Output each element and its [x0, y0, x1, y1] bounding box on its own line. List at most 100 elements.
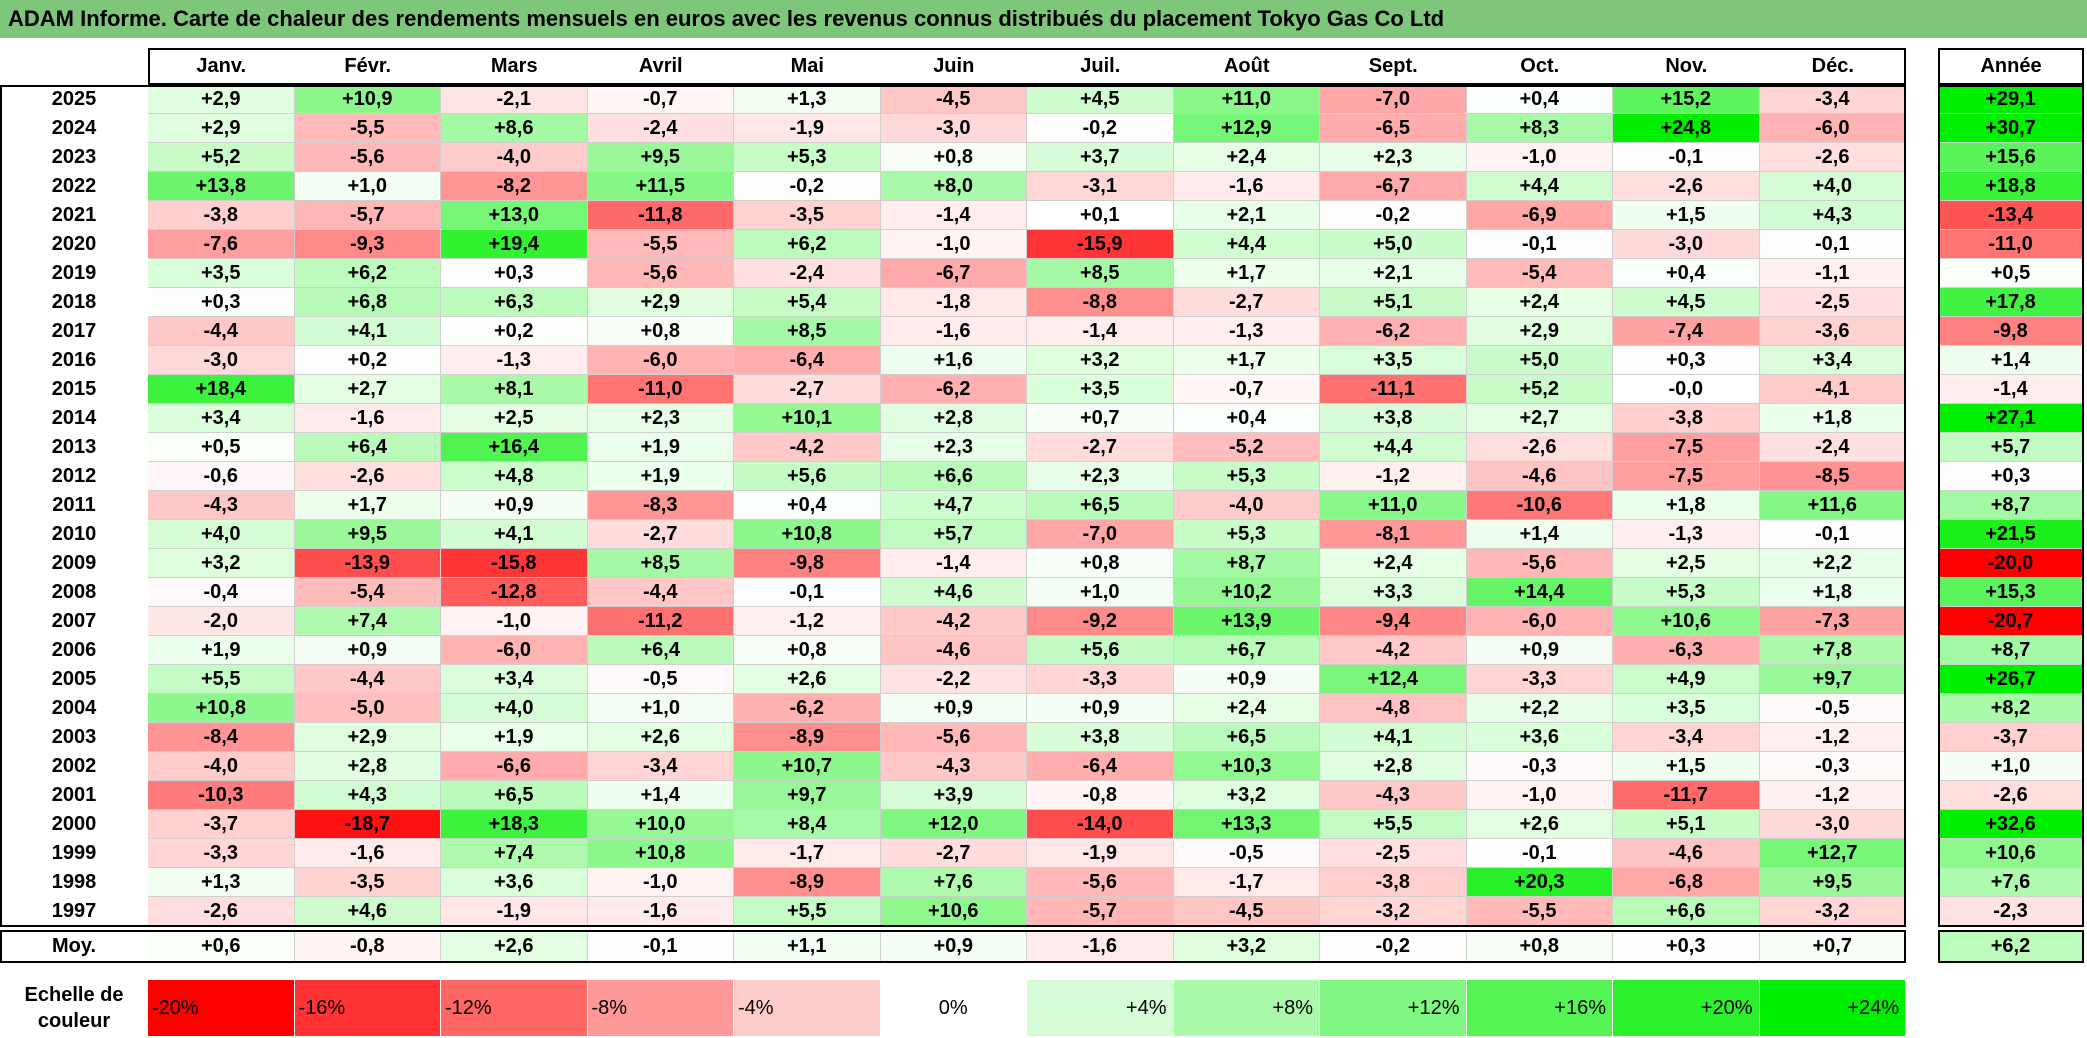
heatmap-cell: +9,7 — [734, 781, 881, 810]
heatmap-cell: -14,0 — [1027, 810, 1174, 839]
heatmap-cell: -8,4 — [148, 723, 295, 752]
heatmap-cell: +5,3 — [734, 143, 881, 172]
heatmap-cell: +2,4 — [1320, 549, 1467, 578]
heatmap-cell: +5,0 — [1466, 346, 1613, 375]
heatmap-cell: +2,8 — [880, 404, 1027, 433]
heatmap-cell: +0,3 — [441, 259, 588, 288]
heatmap-cell: +1,4 — [1466, 520, 1613, 549]
row-year-label: 2015 — [51, 378, 97, 400]
heatmap-cell: -6,4 — [1027, 752, 1174, 781]
average-cell: +0,3 — [1613, 930, 1760, 963]
heatmap-cell: -0,1 — [1759, 230, 1906, 259]
annual-return-cell: +10,6 — [1938, 839, 2084, 868]
heatmap-cell: +8,7 — [1173, 549, 1320, 578]
heatmap-cell: -3,1 — [1027, 172, 1174, 201]
heatmap-cell: -1,0 — [1466, 781, 1613, 810]
heatmap-cell: -7,0 — [1320, 85, 1467, 114]
heatmap-cell: +3,6 — [1466, 723, 1613, 752]
heatmap-cell: -2,4 — [734, 259, 881, 288]
heatmap-cell: +2,9 — [148, 85, 295, 114]
average-annual-cell: +6,2 — [1938, 930, 2084, 963]
heatmap-cell: +2,9 — [1466, 317, 1613, 346]
row-year-label: 2022 — [51, 175, 97, 197]
annual-return-cell: -1,4 — [1938, 375, 2084, 404]
heatmap-cell: -0,5 — [587, 665, 734, 694]
annual-return-cell: +8,7 — [1938, 636, 2084, 665]
average-cell: +1,1 — [734, 930, 881, 963]
heatmap-cell: -1,3 — [1173, 317, 1320, 346]
heatmap-cell: +6,5 — [1027, 491, 1174, 520]
heatmap-cell: -5,2 — [1173, 433, 1320, 462]
heatmap-cell: +7,6 — [880, 868, 1027, 897]
heatmap-cell: +3,5 — [1320, 346, 1467, 375]
heatmap-cell: -4,3 — [148, 491, 295, 520]
heatmap-cell: -1,6 — [587, 897, 734, 926]
month-header: Sept. — [1368, 55, 1418, 77]
heatmap-cell: +18,3 — [441, 810, 588, 839]
heatmap-cell: +1,7 — [294, 491, 441, 520]
heatmap-cell: +3,6 — [441, 868, 588, 897]
heatmap-cell: -8,2 — [441, 172, 588, 201]
heatmap-cell: -2,7 — [880, 839, 1027, 868]
heatmap-cell: +5,2 — [1466, 375, 1613, 404]
heatmap-cell: -1,3 — [1613, 520, 1760, 549]
annual-return-cell: -3,7 — [1938, 723, 2084, 752]
heatmap-cell: -4,2 — [734, 433, 881, 462]
heatmap-cell: -6,6 — [441, 752, 588, 781]
heatmap-cell: -8,1 — [1320, 520, 1467, 549]
row-year-label: 2021 — [51, 204, 97, 226]
heatmap-cell: +4,0 — [441, 694, 588, 723]
heatmap-cell: +6,5 — [441, 781, 588, 810]
heatmap-cell: -3,8 — [1320, 868, 1467, 897]
heatmap-cell: +10,8 — [734, 520, 881, 549]
color-scale-swatch: +16% — [1466, 980, 1613, 1036]
heatmap-cell: +0,9 — [1173, 665, 1320, 694]
heatmap-cell: -3,0 — [880, 114, 1027, 143]
heatmap-cell: +1,6 — [880, 346, 1027, 375]
heatmap-cell: -3,8 — [148, 201, 295, 230]
heatmap-cell: -6,0 — [587, 346, 734, 375]
heatmap-cell: +3,5 — [148, 259, 295, 288]
heatmap-cell: -4,3 — [1320, 781, 1467, 810]
heatmap-cell: -5,4 — [1466, 259, 1613, 288]
heatmap-cell: -2,5 — [1320, 839, 1467, 868]
heatmap-cell: -2,1 — [441, 85, 588, 114]
heatmap-cell: +0,9 — [441, 491, 588, 520]
heatmap-cell: -4,3 — [880, 752, 1027, 781]
average-cell: +0,8 — [1466, 930, 1613, 963]
heatmap-cell: +10,7 — [734, 752, 881, 781]
heatmap-cell: -1,9 — [441, 897, 588, 926]
heatmap-cell: +2,8 — [294, 752, 441, 781]
color-scale-label-line: Echelle de — [24, 984, 124, 1006]
heatmap-cell: -5,7 — [294, 201, 441, 230]
heatmap-cell: -6,3 — [1613, 636, 1760, 665]
heatmap-cell: +4,0 — [1759, 172, 1906, 201]
heatmap-cell: -11,0 — [587, 375, 734, 404]
color-scale-swatch: 0% — [880, 980, 1027, 1036]
row-year-label: 2002 — [51, 755, 97, 777]
heatmap-cell: -1,2 — [1759, 723, 1906, 752]
heatmap-cell: -5,0 — [294, 694, 441, 723]
heatmap-cell: +0,9 — [294, 636, 441, 665]
year-column-header: Année — [1980, 55, 2042, 77]
heatmap-cell: -7,3 — [1759, 607, 1906, 636]
heatmap-cell: -4,2 — [1320, 636, 1467, 665]
heatmap-cell: +0,8 — [880, 143, 1027, 172]
heatmap-cell: +3,4 — [441, 665, 588, 694]
row-year-label: 2003 — [51, 726, 97, 748]
month-header: Mars — [490, 55, 538, 77]
heatmap-cell: +1,4 — [587, 781, 734, 810]
heatmap-cell: +5,6 — [1027, 636, 1174, 665]
average-cell: +2,6 — [441, 930, 588, 963]
row-year-label: 1997 — [51, 900, 97, 922]
heatmap-cell: -1,7 — [734, 839, 881, 868]
heatmap-cell: -5,4 — [294, 578, 441, 607]
heatmap-cell: -0,6 — [148, 462, 295, 491]
annual-return-cell: +5,7 — [1938, 433, 2084, 462]
heatmap-cell: +15,2 — [1613, 85, 1760, 114]
heatmap-cell: +0,2 — [294, 346, 441, 375]
color-scale-swatch: +24% — [1759, 980, 1906, 1036]
heatmap-cell: +8,4 — [734, 810, 881, 839]
heatmap-cell: -2,5 — [1759, 288, 1906, 317]
annual-return-cell: -20,7 — [1938, 607, 2084, 636]
